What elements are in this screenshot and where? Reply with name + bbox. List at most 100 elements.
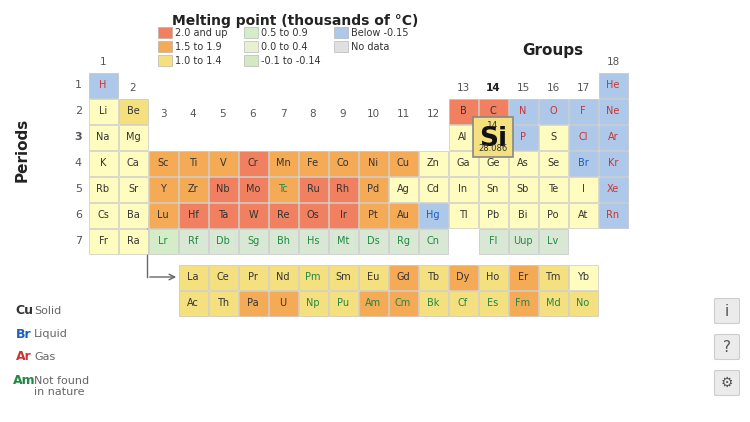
Text: Cl: Cl xyxy=(578,132,588,142)
Bar xyxy=(118,203,148,227)
Text: 7: 7 xyxy=(280,109,286,119)
Text: Ra: Ra xyxy=(127,236,140,246)
Text: K: K xyxy=(100,158,106,168)
Bar xyxy=(88,203,118,227)
Text: Re: Re xyxy=(277,210,290,220)
Text: Si: Si xyxy=(479,126,507,152)
Text: Se: Se xyxy=(547,158,559,168)
Bar xyxy=(509,290,538,316)
Bar xyxy=(158,41,172,52)
Text: Ar: Ar xyxy=(16,351,32,363)
Text: Sc: Sc xyxy=(158,158,169,168)
Bar xyxy=(238,265,268,289)
Bar xyxy=(298,290,328,316)
Bar xyxy=(388,151,418,176)
Text: Np: Np xyxy=(306,298,320,308)
Bar xyxy=(509,124,538,149)
Text: U: U xyxy=(280,298,286,308)
Text: Ho: Ho xyxy=(486,272,500,282)
Text: Solid: Solid xyxy=(34,306,62,316)
Text: Tb: Tb xyxy=(427,272,439,282)
Text: Ti: Ti xyxy=(189,158,197,168)
Bar xyxy=(478,203,508,227)
Text: He: He xyxy=(606,80,619,90)
Bar xyxy=(478,151,508,176)
Text: Xe: Xe xyxy=(607,184,619,194)
Bar xyxy=(148,176,178,201)
Bar xyxy=(538,176,568,201)
Text: -0.1 to -0.14: -0.1 to -0.14 xyxy=(261,56,321,65)
Bar xyxy=(419,265,448,289)
Text: Lv: Lv xyxy=(548,236,559,246)
Text: Ca: Ca xyxy=(127,158,140,168)
Text: Na: Na xyxy=(96,132,109,142)
Text: Au: Au xyxy=(397,210,410,220)
Bar xyxy=(478,176,508,201)
Text: I: I xyxy=(581,184,584,194)
Text: Zr: Zr xyxy=(188,184,198,194)
Text: Ru: Ru xyxy=(307,184,320,194)
Text: Hf: Hf xyxy=(188,210,198,220)
Text: Cr: Cr xyxy=(248,158,258,168)
Text: Hs: Hs xyxy=(307,236,320,246)
Bar xyxy=(209,151,238,176)
Bar xyxy=(419,151,448,176)
Text: Te: Te xyxy=(548,184,558,194)
Bar xyxy=(209,203,238,227)
Bar xyxy=(448,151,478,176)
Text: P: P xyxy=(520,132,526,142)
Bar xyxy=(238,151,268,176)
Text: Db: Db xyxy=(216,236,230,246)
Text: Sg: Sg xyxy=(247,236,259,246)
Text: 13: 13 xyxy=(456,83,470,93)
Bar xyxy=(178,176,208,201)
Text: 12: 12 xyxy=(426,109,439,119)
Bar xyxy=(334,41,348,52)
Bar xyxy=(298,176,328,201)
Text: Rf: Rf xyxy=(188,236,198,246)
Text: As: As xyxy=(518,158,529,168)
Text: Cu: Cu xyxy=(397,158,410,168)
Bar xyxy=(88,124,118,149)
Bar xyxy=(178,290,208,316)
Bar xyxy=(328,151,358,176)
Bar xyxy=(238,290,268,316)
Text: C: C xyxy=(490,106,496,116)
Text: O: O xyxy=(549,106,556,116)
Text: Periods: Periods xyxy=(14,118,29,182)
Text: 1: 1 xyxy=(100,57,106,67)
Text: 15: 15 xyxy=(516,83,530,93)
Text: Er: Er xyxy=(518,272,528,282)
Bar xyxy=(509,228,538,254)
Text: Es: Es xyxy=(488,298,499,308)
Bar xyxy=(358,176,388,201)
Text: Mg: Mg xyxy=(126,132,140,142)
Text: 17: 17 xyxy=(576,83,590,93)
Text: Ba: Ba xyxy=(127,210,140,220)
Text: Melting point (thousands of °C): Melting point (thousands of °C) xyxy=(172,14,419,28)
Text: Bi: Bi xyxy=(518,210,528,220)
FancyBboxPatch shape xyxy=(715,298,740,324)
Bar xyxy=(118,176,148,201)
Text: Ge: Ge xyxy=(486,158,500,168)
Bar xyxy=(238,228,268,254)
Bar xyxy=(158,55,172,66)
Text: Ac: Ac xyxy=(187,298,199,308)
Text: Gas: Gas xyxy=(34,352,56,362)
Bar xyxy=(209,176,238,201)
Bar xyxy=(328,265,358,289)
Bar xyxy=(209,290,238,316)
Bar xyxy=(268,290,298,316)
Bar xyxy=(244,55,258,66)
Bar xyxy=(568,98,598,124)
Text: Groups: Groups xyxy=(523,43,584,57)
Bar xyxy=(358,290,388,316)
Text: ?: ? xyxy=(723,340,731,354)
Text: In: In xyxy=(458,184,467,194)
Bar xyxy=(298,151,328,176)
Bar xyxy=(298,228,328,254)
Text: Fm: Fm xyxy=(515,298,530,308)
Bar xyxy=(509,151,538,176)
Text: Gd: Gd xyxy=(396,272,410,282)
Text: 2: 2 xyxy=(75,106,82,116)
